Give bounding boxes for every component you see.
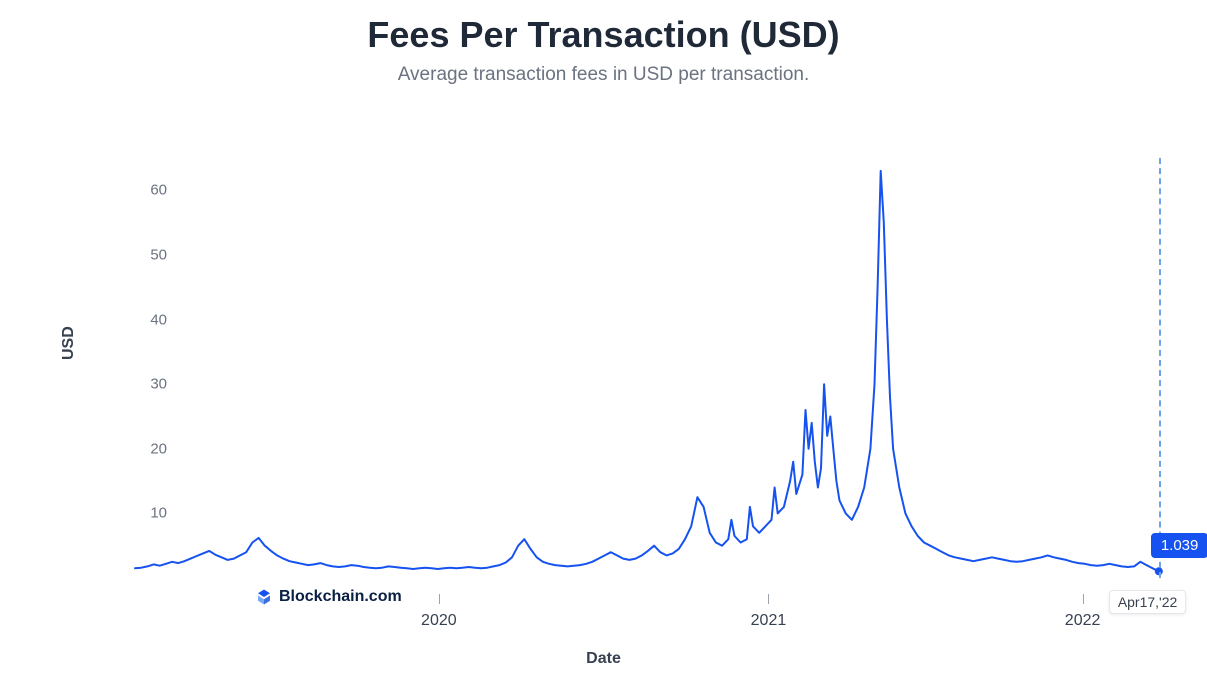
x-tick-mark xyxy=(768,594,769,604)
line-chart-svg xyxy=(135,158,1165,578)
y-tick: 60 xyxy=(127,182,167,199)
watermark: Blockchain.com xyxy=(255,588,402,606)
y-tick: 40 xyxy=(127,311,167,328)
x-tick-mark xyxy=(439,594,440,604)
y-tick: 20 xyxy=(127,440,167,457)
x-axis-label: Date xyxy=(586,650,621,668)
x-tick-mark xyxy=(1083,594,1084,604)
y-tick: 10 xyxy=(127,505,167,522)
chart-title: Fees Per Transaction (USD) xyxy=(0,14,1207,56)
chart-container: Fees Per Transaction (USD) Average trans… xyxy=(0,0,1207,688)
watermark-icon xyxy=(255,588,273,606)
value-badge: 1.039 xyxy=(1151,533,1207,558)
watermark-text: Blockchain.com xyxy=(279,588,402,606)
y-tick: 30 xyxy=(127,376,167,393)
date-badge: Apr17,'22 xyxy=(1109,590,1187,614)
x-tick-label: 2020 xyxy=(421,612,457,630)
x-tick-label: 2021 xyxy=(751,612,787,630)
crosshair-line xyxy=(1159,158,1161,578)
chart-subtitle: Average transaction fees in USD per tran… xyxy=(0,64,1207,86)
y-axis-label: USD xyxy=(60,326,78,360)
plot-area[interactable] xyxy=(135,158,1165,578)
y-tick: 50 xyxy=(127,246,167,263)
x-tick-label: 2022 xyxy=(1065,612,1101,630)
